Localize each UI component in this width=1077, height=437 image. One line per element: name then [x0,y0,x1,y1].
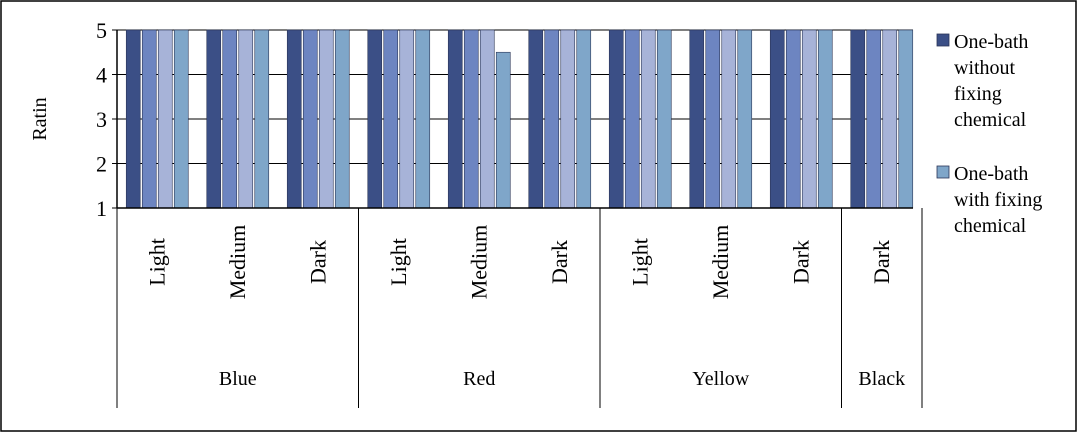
bar [463,29,479,209]
bar [367,29,383,209]
bar [157,29,173,209]
y-tick-label: 3 [96,107,107,132]
y-tick-label: 4 [96,63,107,88]
bar [640,29,656,209]
legend-label: without [954,57,1016,79]
group-label: Blue [219,368,257,390]
legend-label: with fixing [954,189,1042,211]
bar [576,29,592,209]
bar [656,29,672,209]
bar [254,29,270,209]
legend-label: chemical [954,215,1027,237]
bar [866,29,882,209]
bar [624,29,640,209]
bar [544,29,560,209]
bar [286,29,302,209]
legend-swatch [936,33,950,47]
bar [495,51,511,209]
category-label: Dark [305,240,330,284]
bar [608,29,624,209]
legend-label: One-bath [954,163,1028,185]
category-label: Dark [788,240,813,284]
category-label: Dark [869,240,894,284]
category-label: Light [386,238,411,286]
legend-label: fixing [954,83,1002,105]
bar [801,29,817,209]
legend-label: chemical [954,109,1027,131]
bar [721,29,737,209]
bar [302,29,318,209]
category-label: Medium [225,225,250,300]
bar [125,29,141,209]
bar [705,29,721,209]
bar [560,29,576,209]
axes [112,29,923,408]
category-label: Medium [466,225,491,300]
bar [334,29,350,209]
bar [737,29,753,209]
bar [318,29,334,209]
bar [141,29,157,209]
bar [399,29,415,209]
bar [785,29,801,209]
bar [817,29,833,209]
category-label: Light [144,238,169,286]
category-label: Light [627,238,652,286]
group-label: Yellow [692,368,749,390]
bar [850,29,866,209]
legend: One-bath without fixing chemical One-bath wit… [936,31,1042,237]
legend-swatch [936,165,950,179]
bar [689,29,705,209]
category-label: Dark [547,240,572,284]
bar [415,29,431,209]
bar [528,29,544,209]
y-tick-label: 5 [96,18,107,43]
group-label: Red [463,368,495,390]
bar [206,29,222,209]
legend-label: One-bath [954,31,1028,53]
y-axis-label: Ratin [29,97,51,140]
bar [173,29,189,209]
labels: 1 2 3 4 5 Ratin Light Medium Dark Blue Light Medium… [29,18,905,390]
bar [222,29,238,209]
bar [383,29,399,209]
y-tick-label: 1 [96,196,107,221]
bar [238,29,254,209]
y-tick-label: 2 [96,152,107,177]
bar [898,29,914,209]
bar [479,29,495,209]
bar [769,29,785,209]
bar [882,29,898,209]
category-label: Medium [708,225,733,300]
group-label: Black [858,368,905,390]
bars [125,29,914,209]
bar [447,29,463,209]
